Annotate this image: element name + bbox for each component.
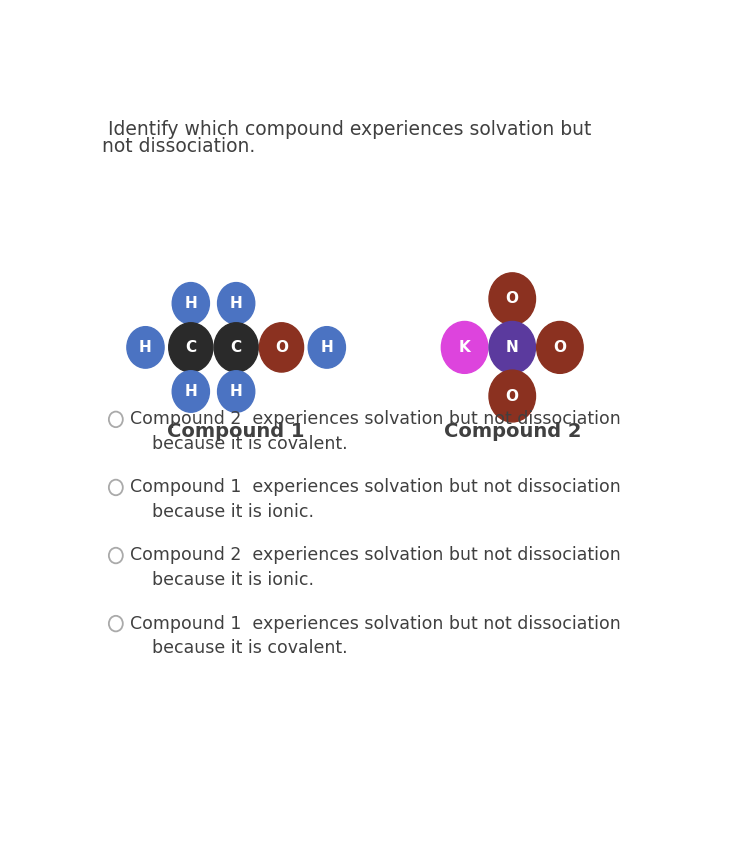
Text: Compound 2  experiences solvation but not dissociation: Compound 2 experiences solvation but not…	[130, 410, 620, 429]
Text: because it is ionic.: because it is ionic.	[130, 571, 314, 589]
Text: H: H	[320, 340, 333, 355]
Text: H: H	[139, 340, 152, 355]
Circle shape	[214, 322, 258, 372]
Circle shape	[217, 370, 255, 413]
Circle shape	[260, 322, 304, 372]
Circle shape	[308, 327, 346, 368]
Text: Compound 1  experiences solvation but not dissociation: Compound 1 experiences solvation but not…	[130, 615, 620, 632]
Circle shape	[172, 283, 209, 324]
Text: C: C	[230, 340, 242, 355]
Text: because it is covalent.: because it is covalent.	[130, 639, 347, 657]
Text: N: N	[506, 340, 519, 355]
Text: Identify which compound experiences solvation but: Identify which compound experiences solv…	[103, 120, 592, 140]
Circle shape	[537, 322, 584, 373]
Text: Compound 1: Compound 1	[167, 422, 305, 441]
Text: not dissociation.: not dissociation.	[103, 136, 256, 156]
Circle shape	[489, 370, 536, 422]
Text: H: H	[230, 384, 242, 399]
Text: H: H	[230, 296, 242, 311]
Circle shape	[217, 283, 255, 324]
Text: O: O	[275, 340, 288, 355]
Circle shape	[489, 322, 536, 373]
Circle shape	[169, 322, 213, 372]
Text: Compound 2: Compound 2	[443, 422, 581, 441]
Text: Compound 2  experiences solvation but not dissociation: Compound 2 experiences solvation but not…	[130, 546, 620, 564]
Text: O: O	[506, 291, 519, 306]
Circle shape	[172, 370, 209, 413]
Text: K: K	[459, 340, 470, 355]
Text: H: H	[184, 296, 197, 311]
Text: O: O	[554, 340, 566, 355]
Text: O: O	[506, 388, 519, 403]
Circle shape	[127, 327, 164, 368]
Circle shape	[489, 273, 536, 325]
Text: because it is covalent.: because it is covalent.	[130, 435, 347, 453]
Text: C: C	[185, 340, 196, 355]
Text: H: H	[184, 384, 197, 399]
Text: Compound 1  experiences solvation but not dissociation: Compound 1 experiences solvation but not…	[130, 478, 620, 497]
Text: because it is ionic.: because it is ionic.	[130, 503, 314, 521]
Circle shape	[441, 322, 488, 373]
